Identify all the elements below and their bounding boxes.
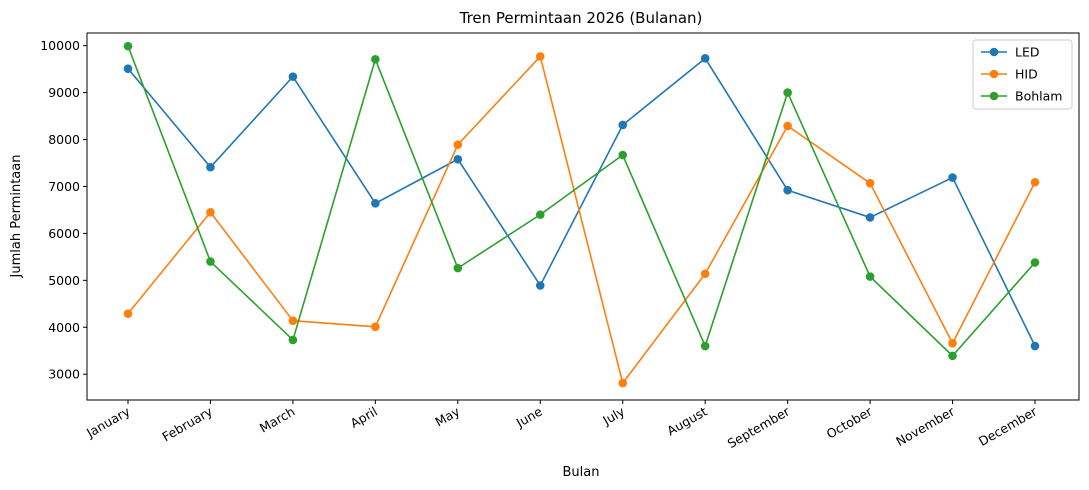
data-point	[1030, 177, 1040, 187]
y-tick-label: 8000	[48, 132, 80, 147]
y-tick-label: 9000	[48, 85, 80, 100]
x-axis-title: Bulan	[563, 465, 600, 480]
data-point	[535, 52, 545, 61]
legend-label: LED	[1015, 45, 1040, 60]
y-tick-label: 5000	[48, 273, 80, 288]
data-point	[783, 88, 792, 97]
legend-item-hid: HID	[981, 67, 1038, 82]
x-tick-label: October	[824, 403, 876, 441]
data-point	[371, 322, 380, 332]
series-line	[127, 57, 1036, 347]
data-point	[288, 72, 298, 81]
data-point	[288, 335, 298, 345]
data-point	[700, 341, 710, 351]
legend-marker	[989, 47, 999, 57]
data-point	[618, 120, 628, 130]
x-tick-label: December	[976, 403, 1040, 449]
x-tick-label: November	[893, 403, 958, 449]
legend: LED HID Bohlam	[972, 39, 1073, 110]
x-tick-label: February	[159, 403, 215, 444]
data-point	[948, 173, 957, 182]
data-point	[865, 178, 875, 188]
y-tick-label: 10000	[40, 38, 80, 53]
y-axis: 3000 4000 5000 6000 7000 8000 9000 10000	[40, 38, 87, 382]
series-hid	[123, 52, 1040, 388]
data-point	[206, 162, 215, 172]
data-point	[700, 269, 710, 279]
x-tick-label: March	[257, 404, 298, 436]
legend-item-led: LED	[981, 45, 1040, 60]
legend-label: Bohlam	[1015, 89, 1062, 104]
series-led	[123, 54, 1040, 351]
data-point	[371, 199, 380, 208]
legend-item-bohlam: Bohlam	[981, 89, 1062, 104]
x-tick-label: April	[348, 404, 380, 431]
x-tick-label: June	[513, 403, 545, 430]
legend-marker	[989, 91, 999, 101]
data-point	[288, 316, 298, 325]
data-point	[1030, 341, 1040, 351]
x-tick-label: August	[664, 404, 709, 439]
data-point	[206, 207, 215, 217]
data-point	[618, 150, 628, 160]
legend-marker	[989, 69, 999, 79]
data-point	[865, 213, 875, 222]
data-point	[618, 378, 628, 388]
x-tick-label: July	[599, 403, 627, 428]
x-axis: January February March April May June July Augu…	[83, 400, 1040, 451]
data-point	[700, 54, 710, 63]
plot-frame	[86, 32, 1080, 401]
data-point	[535, 281, 545, 290]
data-point	[535, 210, 545, 219]
data-point	[948, 351, 957, 361]
x-tick-label: September	[725, 403, 793, 451]
data-point	[206, 257, 215, 266]
x-tick-label: May	[432, 403, 462, 429]
chart-title: Tren Permintaan 2026 (Bulanan)	[459, 9, 703, 27]
y-tick-label: 3000	[48, 367, 80, 382]
data-point	[123, 41, 133, 51]
series-layer	[123, 41, 1040, 388]
data-point	[948, 338, 957, 348]
y-axis-title: Jumlah Permintaan	[9, 155, 24, 279]
data-point	[783, 185, 792, 195]
legend-box	[972, 39, 1073, 110]
y-tick-label: 6000	[48, 226, 80, 241]
data-point	[371, 54, 380, 64]
data-point	[123, 64, 133, 73]
data-point	[453, 140, 463, 149]
data-point	[453, 263, 463, 273]
x-tick-label: January	[83, 403, 133, 440]
legend-label: HID	[1015, 67, 1038, 82]
data-point	[453, 154, 463, 164]
data-point	[123, 309, 133, 318]
data-point	[865, 272, 875, 281]
data-point	[1030, 258, 1040, 267]
data-point	[783, 121, 792, 131]
series-line	[127, 55, 1036, 384]
series-line	[127, 45, 1036, 357]
series-bohlam	[123, 41, 1040, 361]
y-tick-label: 4000	[48, 320, 80, 335]
y-tick-label: 7000	[48, 179, 80, 194]
